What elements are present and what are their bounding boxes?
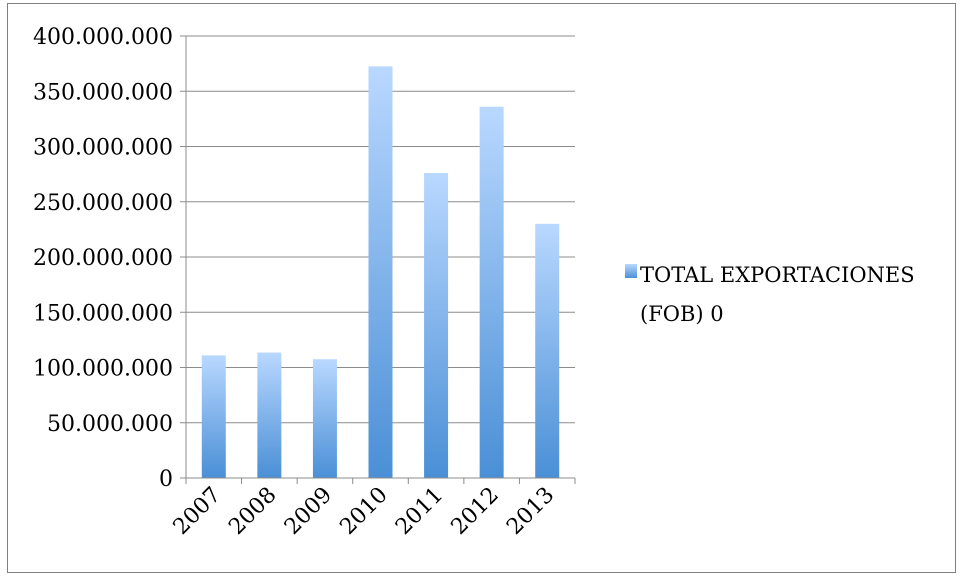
y-tick-label: 50.000.000 bbox=[47, 412, 173, 437]
x-tick-label: 2008 bbox=[224, 483, 281, 540]
bar-2012 bbox=[479, 106, 504, 478]
bar-2013 bbox=[535, 223, 560, 478]
bar-2010 bbox=[368, 66, 393, 478]
bar-2007 bbox=[201, 355, 226, 478]
y-tick-label: 300.000.000 bbox=[33, 136, 173, 161]
legend: TOTAL EXPORTACIONES (FOB) 0 bbox=[625, 263, 915, 326]
legend-swatch bbox=[625, 264, 637, 278]
bar-2009 bbox=[312, 359, 337, 478]
y-tick-label: 0 bbox=[159, 467, 173, 492]
legend-label-line-2: (FOB) 0 bbox=[640, 302, 724, 326]
y-tick-label: 400.000.000 bbox=[33, 25, 173, 50]
bars bbox=[201, 66, 560, 478]
axes bbox=[185, 36, 576, 484]
x-tick-label: 2011 bbox=[391, 483, 448, 540]
y-tick-label: 100.000.000 bbox=[33, 357, 173, 382]
y-tick-label: 350.000.000 bbox=[33, 80, 173, 105]
legend-label-line-1: TOTAL EXPORTACIONES bbox=[640, 263, 915, 287]
y-tick-label: 150.000.000 bbox=[33, 301, 173, 326]
x-tick-label: 2010 bbox=[335, 483, 392, 540]
y-tick-labels: 0 50.000.000 100.000.000 150.000.000 200.000… bbox=[33, 25, 173, 492]
bar-2008 bbox=[257, 352, 282, 478]
x-tick-label: 2012 bbox=[447, 483, 504, 540]
y-tick-label: 200.000.000 bbox=[33, 246, 173, 271]
x-tick-label: 2009 bbox=[280, 483, 337, 540]
x-tick-label: 2013 bbox=[502, 483, 559, 540]
bar-2011 bbox=[424, 173, 449, 478]
x-tick-label: 2007 bbox=[169, 483, 226, 540]
y-tick-label: 250.000.000 bbox=[33, 191, 173, 216]
